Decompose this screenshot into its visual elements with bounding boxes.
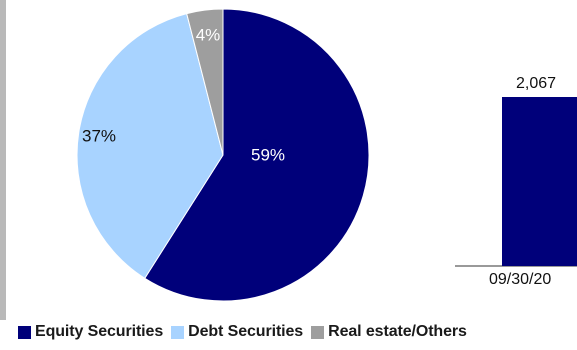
legend-item-real-estate: Real estate/Others <box>311 323 467 341</box>
pie-label-equity: 59% <box>251 145 285 164</box>
legend-item-debt: Debt Securities <box>171 323 303 341</box>
bar-category-label-0: 09/30/20 <box>489 271 551 288</box>
pie-label-debt: 37% <box>82 126 116 145</box>
bar-chart: 2,067 09/30/20 <box>455 75 577 288</box>
legend-label-equity: Equity Securities <box>35 323 164 340</box>
legend-item-equity: Equity Securities <box>18 323 163 341</box>
legend-swatch-equity <box>18 325 31 339</box>
chart-legend: Equity Securities Debt Securities Real e… <box>18 320 475 344</box>
pie-chart: 59% 37% 4% <box>76 8 370 302</box>
left-border-rule <box>0 0 6 320</box>
pie-slice-debt <box>76 12 224 279</box>
bar-value-label-0: 2,067 <box>516 75 556 92</box>
legend-label-real-estate: Real estate/Others <box>328 323 467 340</box>
pie-slice-real-estate <box>186 8 224 156</box>
legend-swatch-real-estate <box>311 325 325 339</box>
legend-label-debt: Debt Securities <box>188 323 304 340</box>
legend-swatch-debt <box>171 325 185 339</box>
bar-0 <box>502 97 577 266</box>
pie-label-real-estate: 4% <box>196 25 221 44</box>
pie-slice-equity <box>144 8 370 302</box>
